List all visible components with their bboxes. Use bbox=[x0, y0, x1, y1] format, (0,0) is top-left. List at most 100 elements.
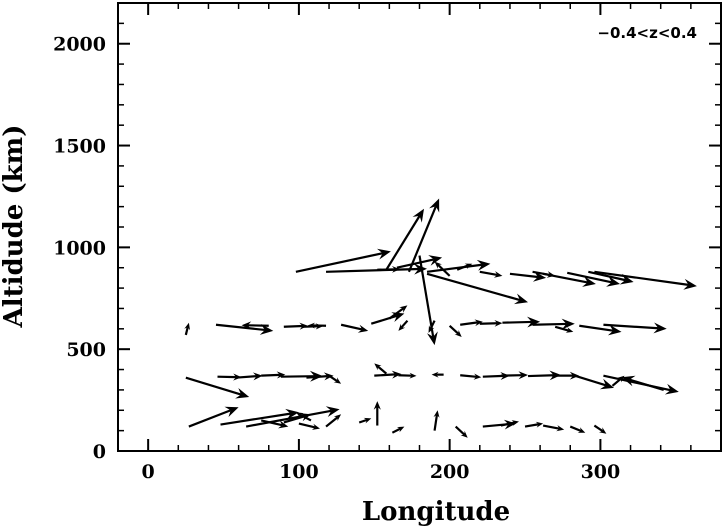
vector-arrow bbox=[460, 319, 483, 327]
vector-arrow bbox=[295, 248, 391, 273]
vector-arrow bbox=[391, 426, 405, 434]
vector-arrow bbox=[479, 320, 503, 327]
vector-shaft bbox=[482, 374, 504, 378]
vector-head bbox=[464, 263, 473, 269]
vector-arrow bbox=[509, 271, 547, 282]
vector-head bbox=[433, 410, 440, 418]
vector-arrow bbox=[426, 259, 491, 273]
vector-head bbox=[413, 263, 427, 275]
vector-head bbox=[473, 373, 482, 380]
vector-arrow bbox=[388, 305, 408, 320]
vector-head bbox=[333, 414, 342, 421]
vector-head bbox=[607, 324, 622, 336]
vector-head bbox=[373, 401, 381, 410]
vector-shaft bbox=[306, 375, 328, 379]
vector-head bbox=[532, 271, 547, 282]
axis-ticks bbox=[117, 2, 722, 452]
vector-head bbox=[535, 421, 544, 428]
vector-head bbox=[474, 319, 483, 327]
vector-arrow bbox=[325, 414, 342, 428]
vector-shaft bbox=[542, 272, 588, 284]
vector-arrow bbox=[579, 324, 622, 336]
vector-shaft bbox=[588, 270, 626, 282]
vector-head bbox=[527, 316, 541, 328]
x-tick-labels: 0 100 200 300 bbox=[142, 461, 621, 483]
vector-shaft bbox=[524, 423, 539, 428]
vector-head bbox=[569, 371, 580, 380]
vector-arrow bbox=[542, 424, 565, 432]
vector-shaft bbox=[295, 252, 383, 273]
vector-head bbox=[241, 321, 252, 330]
vector-arrow bbox=[552, 371, 580, 380]
vector-head bbox=[311, 423, 320, 430]
vector-shaft bbox=[396, 258, 435, 269]
vector-arrow bbox=[295, 412, 312, 422]
vector-arrow bbox=[569, 425, 586, 433]
vector-shaft bbox=[220, 412, 291, 426]
vector-arrow bbox=[594, 270, 697, 290]
vector-shaft bbox=[325, 416, 339, 428]
vector-shaft bbox=[433, 414, 438, 431]
vector-shaft bbox=[326, 267, 419, 273]
vector-shaft bbox=[298, 422, 316, 429]
vector-shaft bbox=[400, 319, 409, 329]
vector-head bbox=[683, 278, 697, 290]
vector-shaft bbox=[328, 374, 338, 383]
vector-arrow bbox=[448, 324, 462, 337]
vector-arrow bbox=[593, 424, 607, 434]
vector-shaft bbox=[500, 421, 515, 427]
vector-arrow bbox=[328, 374, 342, 384]
vector-arrow bbox=[398, 319, 409, 331]
vector-arrow bbox=[456, 263, 473, 271]
vector-head bbox=[377, 248, 391, 260]
vector-arrow bbox=[460, 373, 482, 380]
vector-arrow bbox=[245, 406, 340, 428]
vector-shaft bbox=[594, 270, 689, 286]
vector-arrow bbox=[532, 318, 575, 330]
vector-arrow bbox=[260, 419, 289, 429]
x-tick-label: 200 bbox=[430, 461, 470, 483]
vector-head bbox=[494, 320, 503, 327]
vector-shaft bbox=[426, 263, 483, 273]
vector-head bbox=[621, 375, 636, 387]
vector-arrow bbox=[554, 325, 574, 333]
vector-shaft bbox=[528, 374, 554, 378]
vector-shaft bbox=[184, 326, 189, 336]
vector-arrow bbox=[426, 272, 528, 305]
vector-shaft bbox=[448, 324, 460, 335]
vector-head bbox=[460, 430, 468, 438]
range-annotation: −0.4<z<0.4 bbox=[597, 24, 697, 42]
vector-shaft bbox=[358, 418, 368, 424]
vector-head bbox=[493, 271, 503, 278]
vector-shaft bbox=[185, 376, 242, 396]
vector-shaft bbox=[509, 272, 539, 279]
vector-arrow bbox=[396, 255, 443, 269]
vector-shaft bbox=[215, 323, 265, 332]
vector-shaft bbox=[245, 409, 332, 428]
vector-arrow bbox=[241, 321, 269, 330]
vector-shaft bbox=[593, 424, 604, 433]
vector-arrow bbox=[431, 371, 444, 378]
vector-head bbox=[235, 388, 250, 399]
x-axis-title: Longitude bbox=[362, 497, 510, 527]
vector-arrow bbox=[407, 198, 440, 273]
vector-head bbox=[606, 276, 620, 287]
vector-arrow bbox=[261, 371, 286, 379]
vector-arrow bbox=[340, 323, 369, 333]
vector-shaft bbox=[385, 215, 421, 271]
vector-arrow bbox=[220, 408, 299, 426]
vector-arrow bbox=[358, 417, 372, 424]
vector-arrow bbox=[603, 322, 667, 334]
vector-shaft bbox=[579, 324, 614, 332]
vector-head bbox=[518, 371, 528, 380]
vector-arrow bbox=[500, 420, 519, 427]
vector-head bbox=[664, 383, 679, 395]
vector-arrow bbox=[370, 312, 405, 325]
vector-shaft bbox=[502, 320, 532, 324]
vector-arrow bbox=[307, 322, 327, 329]
vector-head bbox=[653, 322, 667, 334]
vector-arrow bbox=[326, 263, 427, 275]
vector-head bbox=[599, 378, 614, 390]
x-tick-label: 100 bbox=[279, 461, 319, 483]
